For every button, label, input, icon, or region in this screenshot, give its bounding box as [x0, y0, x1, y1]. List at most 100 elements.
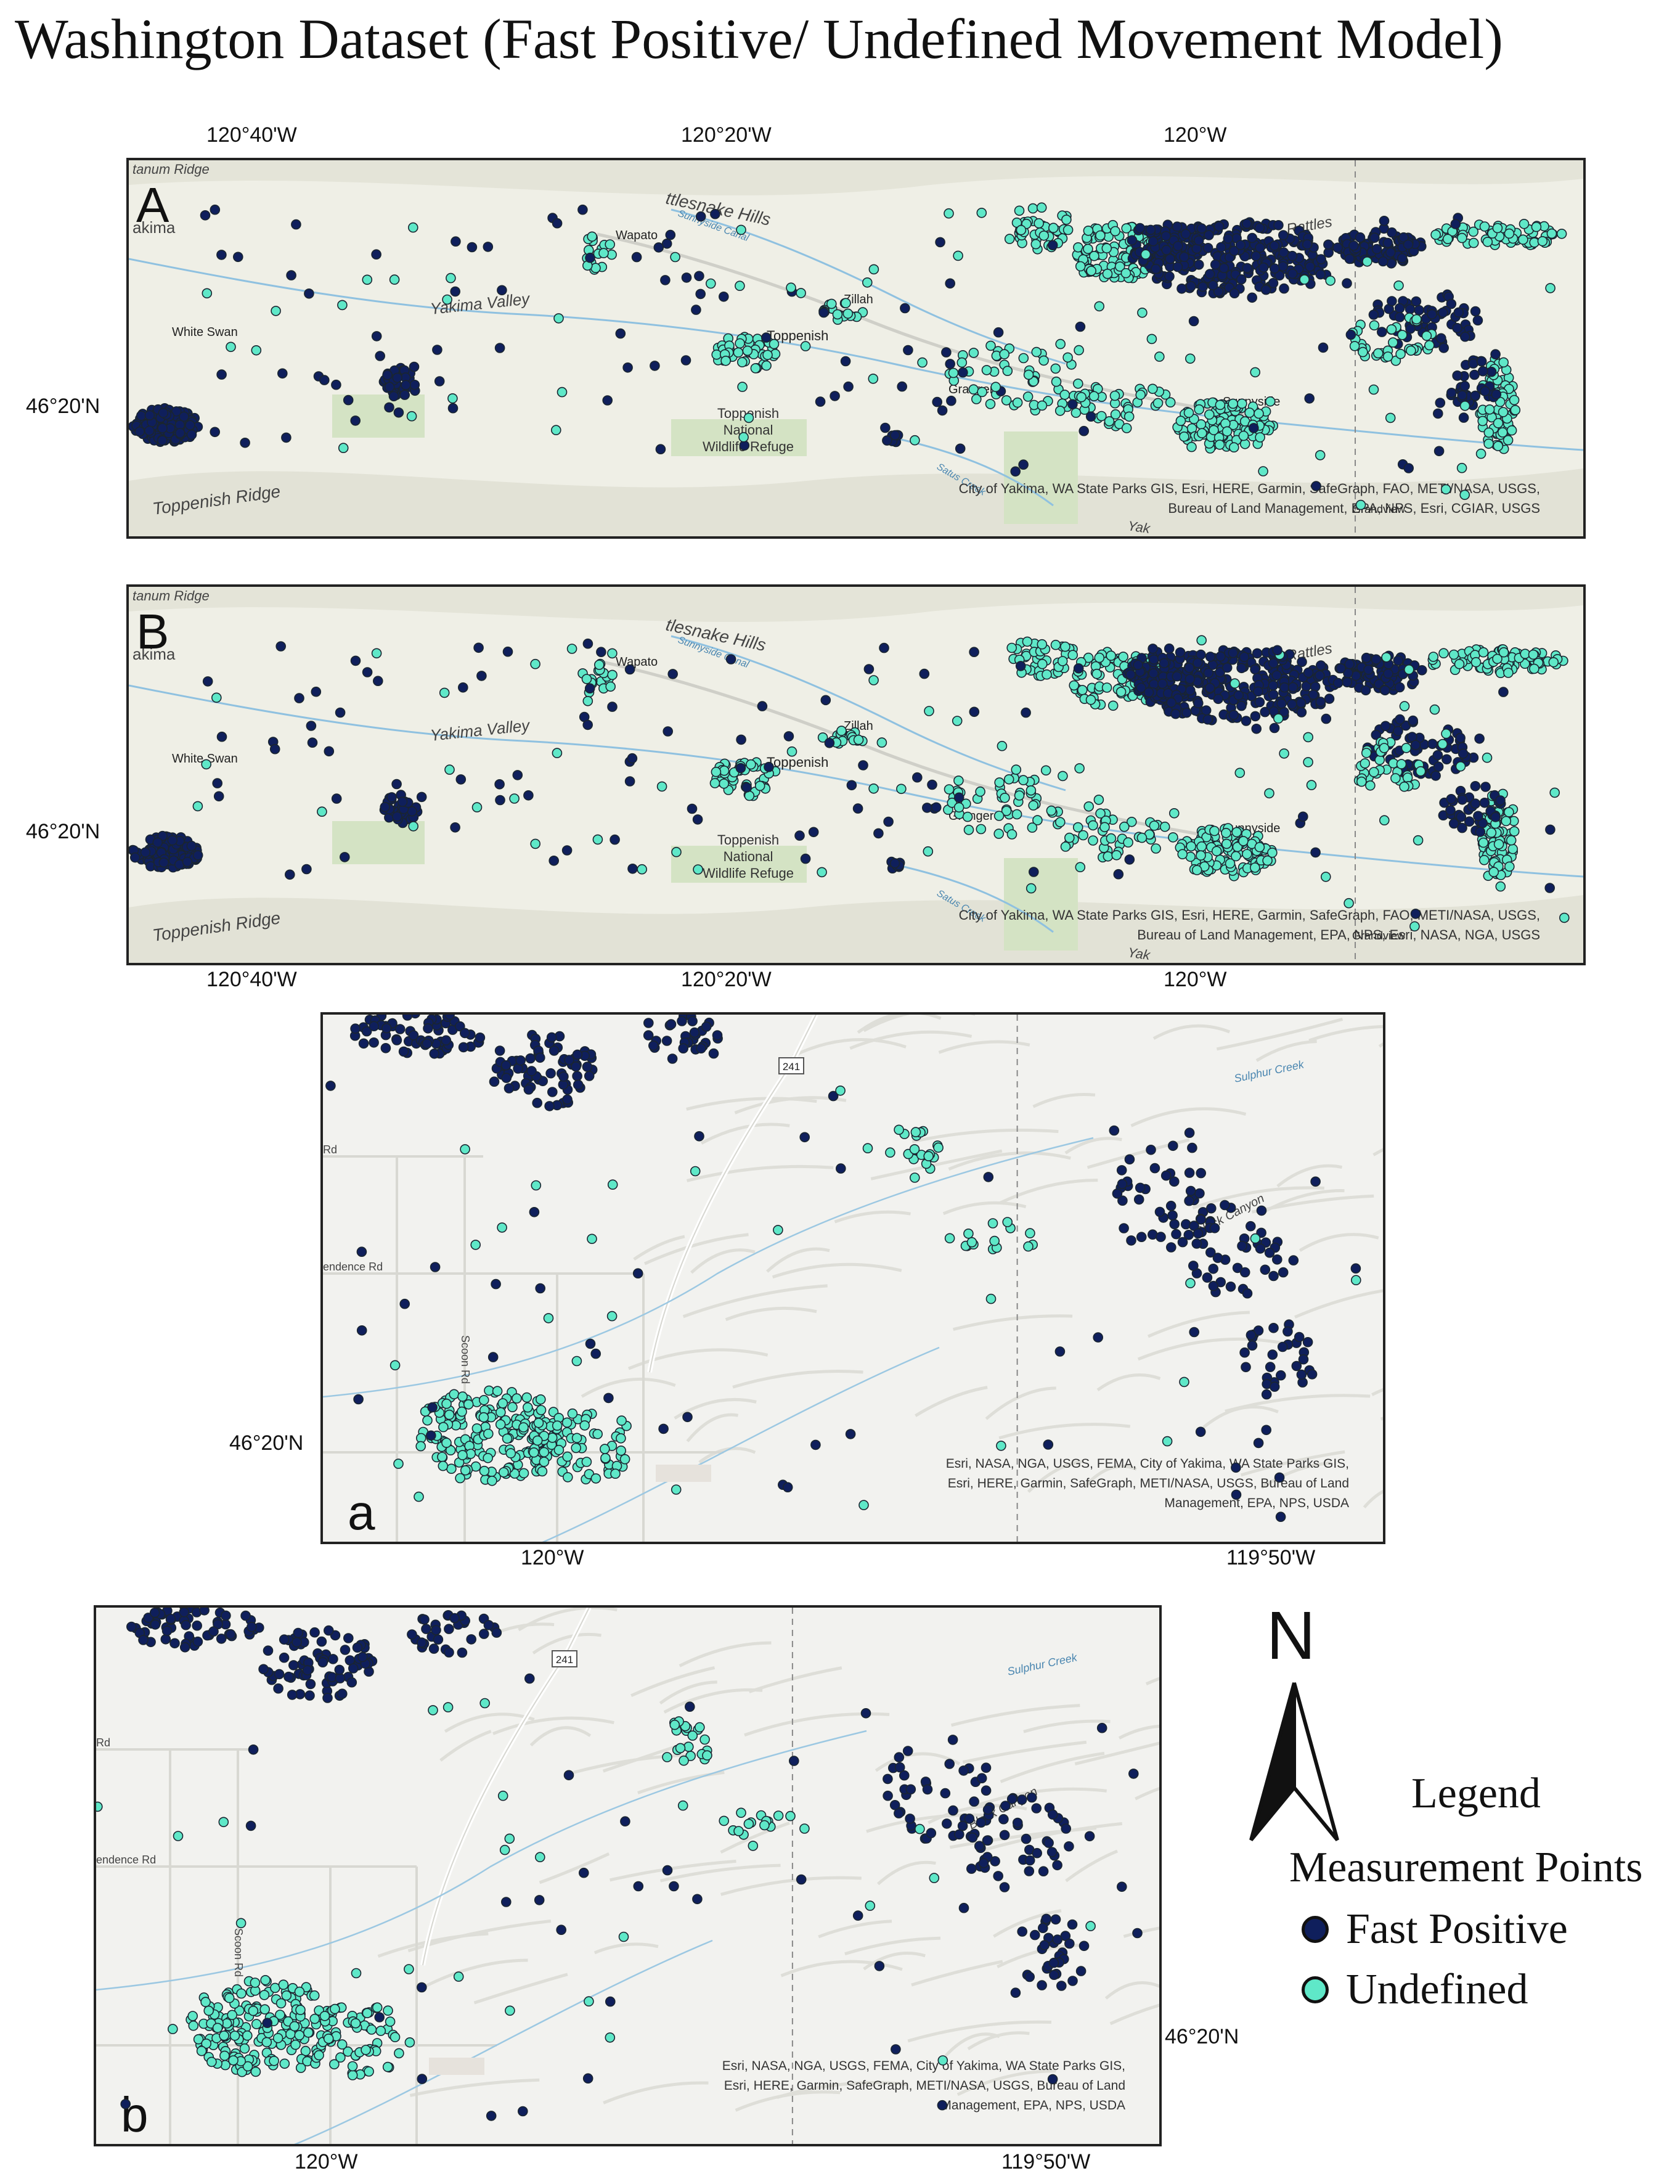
- fast-positive-point: [667, 1053, 678, 1064]
- city-label-white-swan: White Swan: [172, 752, 238, 766]
- undefined-point: [1022, 391, 1034, 402]
- fast-positive-point: [1228, 648, 1239, 658]
- undefined-point: [853, 734, 864, 745]
- fast-positive-point: [660, 275, 671, 285]
- undefined-point: [800, 341, 811, 351]
- fast-positive-point: [1469, 369, 1480, 380]
- undefined-point: [1088, 835, 1098, 846]
- fast-positive-point: [1193, 658, 1203, 668]
- undefined-point: [1545, 283, 1556, 293]
- map-panel-a-detail[interactable]: 241 Sulphur Creek Rd endence Rd Scoon Rd Blac…: [320, 1012, 1385, 1544]
- undefined-point: [1062, 224, 1074, 235]
- fast-positive-point: [922, 803, 932, 813]
- undefined-point: [944, 784, 955, 795]
- undefined-point: [487, 1475, 497, 1486]
- undefined-point: [762, 350, 773, 361]
- fast-positive-point: [208, 1626, 219, 1637]
- fast-positive-point: [279, 1634, 290, 1645]
- fast-positive-point: [1183, 1229, 1194, 1240]
- undefined-point: [868, 374, 879, 384]
- undefined-point: [187, 2011, 198, 2021]
- fast-positive-point: [1056, 1981, 1067, 1991]
- undefined-point: [1507, 843, 1518, 854]
- fast-positive-point: [483, 1619, 494, 1630]
- fast-positive-point: [1275, 1511, 1286, 1523]
- undefined-point: [1083, 652, 1094, 663]
- fast-positive-point: [958, 1765, 969, 1776]
- undefined-point: [406, 411, 417, 422]
- undefined-point: [923, 846, 934, 857]
- undefined-point: [1027, 203, 1038, 214]
- fast-positive-point: [648, 1040, 659, 1051]
- fast-positive-point: [1235, 240, 1246, 250]
- undefined-point: [977, 386, 987, 398]
- fast-positive-point: [1157, 678, 1168, 689]
- fast-positive-point: [1379, 216, 1390, 226]
- fast-positive-point: [1228, 710, 1239, 721]
- undefined-point: [242, 2030, 253, 2041]
- undefined-point: [1362, 256, 1372, 267]
- undefined-point: [1344, 898, 1354, 909]
- map-panel-b[interactable]: tanum Ridge tlesnake Hills akima White Swan…: [126, 584, 1586, 965]
- map-panel-a[interactable]: tanum Ridge ttlesnake Hills akima White Swa…: [126, 158, 1586, 539]
- fast-positive-point: [1218, 263, 1229, 274]
- fast-positive-point: [494, 779, 505, 790]
- fast-positive-point: [523, 790, 534, 801]
- undefined-point: [218, 1817, 229, 1828]
- fast-positive-point: [883, 1790, 893, 1801]
- fast-positive-point: [384, 382, 395, 393]
- fast-positive-point: [695, 211, 706, 222]
- fast-positive-point: [202, 676, 213, 687]
- fast-positive-point: [1470, 306, 1481, 317]
- undefined-point: [737, 382, 748, 392]
- fast-positive-point: [381, 1023, 392, 1034]
- fast-positive-point: [144, 410, 155, 421]
- fast-positive-point: [815, 396, 826, 407]
- fast-positive-point: [352, 1642, 363, 1653]
- fast-positive-point: [432, 345, 442, 355]
- fast-positive-point: [882, 435, 892, 446]
- fast-positive-point: [976, 1773, 987, 1784]
- fast-positive-point: [534, 1895, 545, 1905]
- undefined-point: [1038, 355, 1049, 366]
- fast-positive-point: [1148, 236, 1159, 247]
- fast-positive-point: [1267, 1349, 1278, 1360]
- fast-positive-point: [335, 1673, 346, 1683]
- undefined-point: [1509, 826, 1520, 836]
- undefined-point: [1078, 830, 1088, 841]
- undefined-point: [389, 2032, 401, 2043]
- undefined-point: [1151, 843, 1161, 854]
- undefined-point: [1115, 687, 1127, 697]
- undefined-point: [1073, 378, 1083, 389]
- fast-positive-point: [130, 852, 141, 863]
- fast-positive-point: [1215, 667, 1225, 677]
- fast-positive-point: [534, 1052, 545, 1063]
- legend-item-label: Fast Positive: [1346, 1905, 1568, 1953]
- fast-positive-point: [1255, 242, 1265, 253]
- fast-positive-point: [350, 1023, 361, 1034]
- fast-positive-point: [1264, 1247, 1275, 1258]
- fast-positive-point: [1395, 714, 1405, 725]
- undefined-point: [259, 1990, 270, 2000]
- fast-positive-point: [1202, 1272, 1213, 1283]
- fast-positive-point: [692, 1894, 703, 1905]
- fast-positive-point: [495, 795, 505, 806]
- undefined-point: [826, 298, 837, 309]
- undefined-point: [1096, 411, 1107, 422]
- fast-positive-point: [1261, 1389, 1272, 1400]
- fast-positive-point: [658, 1423, 669, 1434]
- fast-positive-point: [1163, 688, 1173, 698]
- fast-positive-point: [532, 1097, 543, 1108]
- fast-positive-point: [1253, 1438, 1264, 1449]
- undefined-point: [1501, 816, 1512, 827]
- fast-positive-point: [1016, 1794, 1027, 1805]
- undefined-point: [553, 313, 564, 324]
- undefined-point: [735, 338, 745, 349]
- fast-positive-point: [1360, 685, 1371, 696]
- undefined-point: [1037, 400, 1048, 411]
- undefined-point: [1012, 397, 1023, 408]
- undefined-point: [543, 1313, 554, 1323]
- fast-positive-point: [1126, 1235, 1136, 1246]
- fast-positive-point: [357, 1651, 368, 1663]
